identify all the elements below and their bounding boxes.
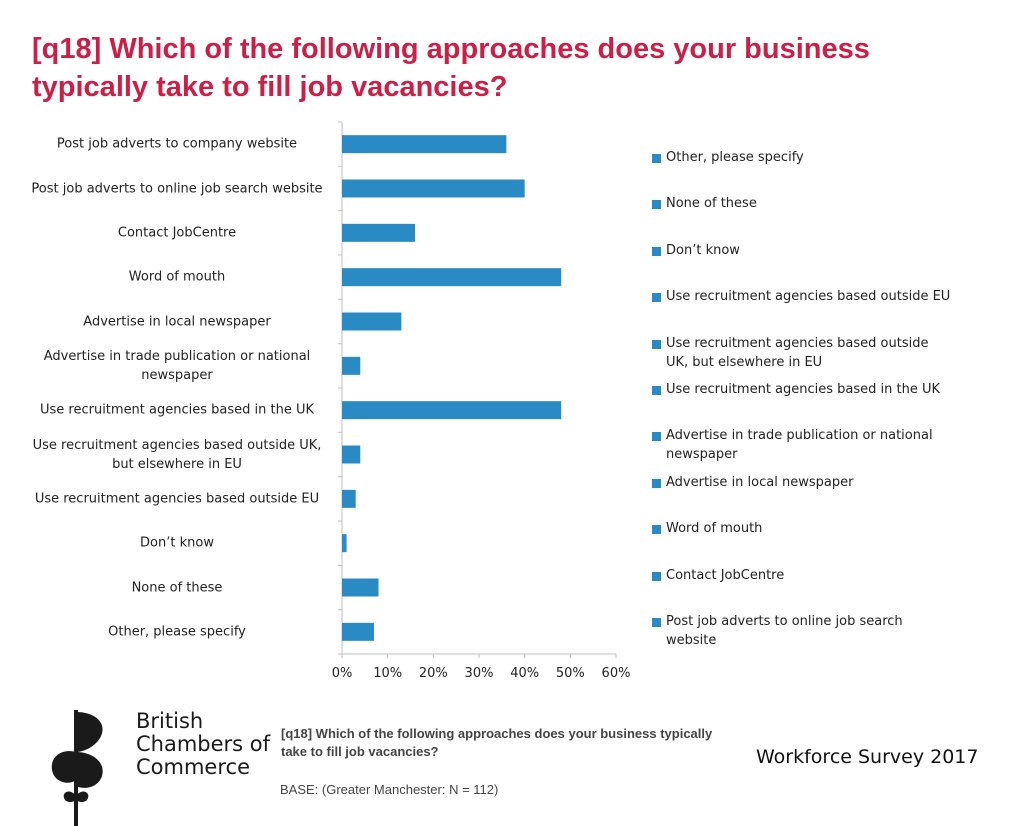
x-tick-label: 10%: [373, 666, 403, 681]
bar: [342, 223, 416, 242]
legend-item: Other, please specify: [652, 148, 952, 167]
category-label: Post job adverts to online job search we…: [31, 181, 323, 196]
legend-swatch: [652, 246, 661, 256]
category-label: Other, please specify: [108, 624, 246, 640]
logo-wordmark: British Chambers of Commerce: [136, 710, 270, 779]
footer-question: [q18] Which of the following approaches …: [281, 726, 713, 759]
category-label: Advertise in local newspaper: [83, 314, 271, 329]
x-tick-label: 50%: [555, 666, 585, 681]
x-tick-label: 20%: [418, 666, 448, 681]
category-label: Post job adverts to company website: [56, 136, 298, 152]
category-label: Advertise in trade publication or nation…: [43, 348, 311, 383]
legend-item: Word of mouth: [652, 519, 952, 538]
legend-item: None of these: [652, 194, 952, 213]
category-label: Don’t know: [140, 535, 214, 551]
bar: [342, 356, 361, 375]
legend-swatch: [652, 386, 661, 395]
category-label: Use recruitment agencies based outside E…: [34, 491, 320, 507]
legend-label: Don’t know: [666, 242, 740, 258]
legend-swatch: [652, 478, 661, 488]
legend-swatch: [652, 571, 661, 581]
legend-label: Word of mouth: [666, 521, 763, 537]
footer-base: BASE: (Greater Manchester: N = 112): [280, 782, 499, 797]
bar: [342, 135, 507, 154]
legend-swatch: [652, 154, 661, 163]
bar: [342, 489, 356, 508]
category-label: Use recruitment agencies based in the UK: [39, 402, 315, 418]
bar-chart: [338, 121, 617, 658]
legend-label: Advertise in trade publication or nation…: [666, 428, 933, 463]
bcc-logo-icon: [51, 710, 103, 826]
survey-name: Workforce Survey 2017: [756, 746, 979, 768]
legend-swatch: [652, 200, 661, 210]
legend-item: Use recruitment agencies based in the UK: [652, 380, 952, 399]
x-tick-label: 40%: [510, 666, 540, 681]
bar: [342, 622, 374, 641]
legend-label: None of these: [666, 196, 757, 212]
bar: [342, 312, 402, 331]
legend-swatch: [652, 339, 661, 349]
category-label: Use recruitment agencies based outside U…: [32, 437, 322, 472]
bar: [342, 445, 361, 464]
legend-item: Don’t know: [652, 241, 952, 260]
legend-item: Post job adverts to online job search we…: [652, 612, 952, 650]
legend-label: Advertise in local newspaper: [666, 474, 854, 490]
legend-item: Use recruitment agencies based outside U…: [652, 334, 952, 372]
bar: [342, 179, 525, 198]
bar: [342, 401, 562, 420]
legend-swatch: [652, 525, 661, 535]
legend-item: Contact JobCentre: [652, 566, 952, 585]
legend-item: Advertise in trade publication or nation…: [652, 426, 952, 464]
x-tick-label: 0%: [331, 666, 353, 681]
logo-line-2: Chambers of: [136, 732, 271, 756]
x-tick-label: 30%: [464, 666, 494, 681]
page-title: [q18] Which of the following approaches …: [32, 33, 870, 103]
category-label: Word of mouth: [128, 269, 226, 285]
logo-line-3: Commerce: [136, 755, 250, 779]
x-tick-label: 60%: [601, 666, 631, 681]
legend-label: Post job adverts to online job search we…: [666, 614, 903, 648]
legend-item: Advertise in local newspaper: [652, 473, 952, 492]
legend-label: Use recruitment agencies based in the UK: [666, 382, 941, 397]
legend-swatch: [652, 293, 661, 303]
category-label: Contact JobCentre: [117, 225, 237, 241]
legend-label: Use recruitment agencies based outside U…: [666, 335, 929, 370]
bar: [342, 578, 379, 597]
category-label: None of these: [131, 580, 223, 595]
legend-swatch: [652, 432, 661, 442]
legend-label: Use recruitment agencies based outside E…: [666, 289, 951, 305]
legend-swatch: [652, 618, 661, 627]
logo-line-1: British: [136, 709, 204, 733]
legend-label: Other, please specify: [666, 150, 804, 165]
bar: [342, 268, 562, 287]
bar: [342, 534, 347, 553]
legend-item: Use recruitment agencies based outside E…: [652, 287, 952, 306]
legend-label: Contact JobCentre: [666, 567, 785, 583]
